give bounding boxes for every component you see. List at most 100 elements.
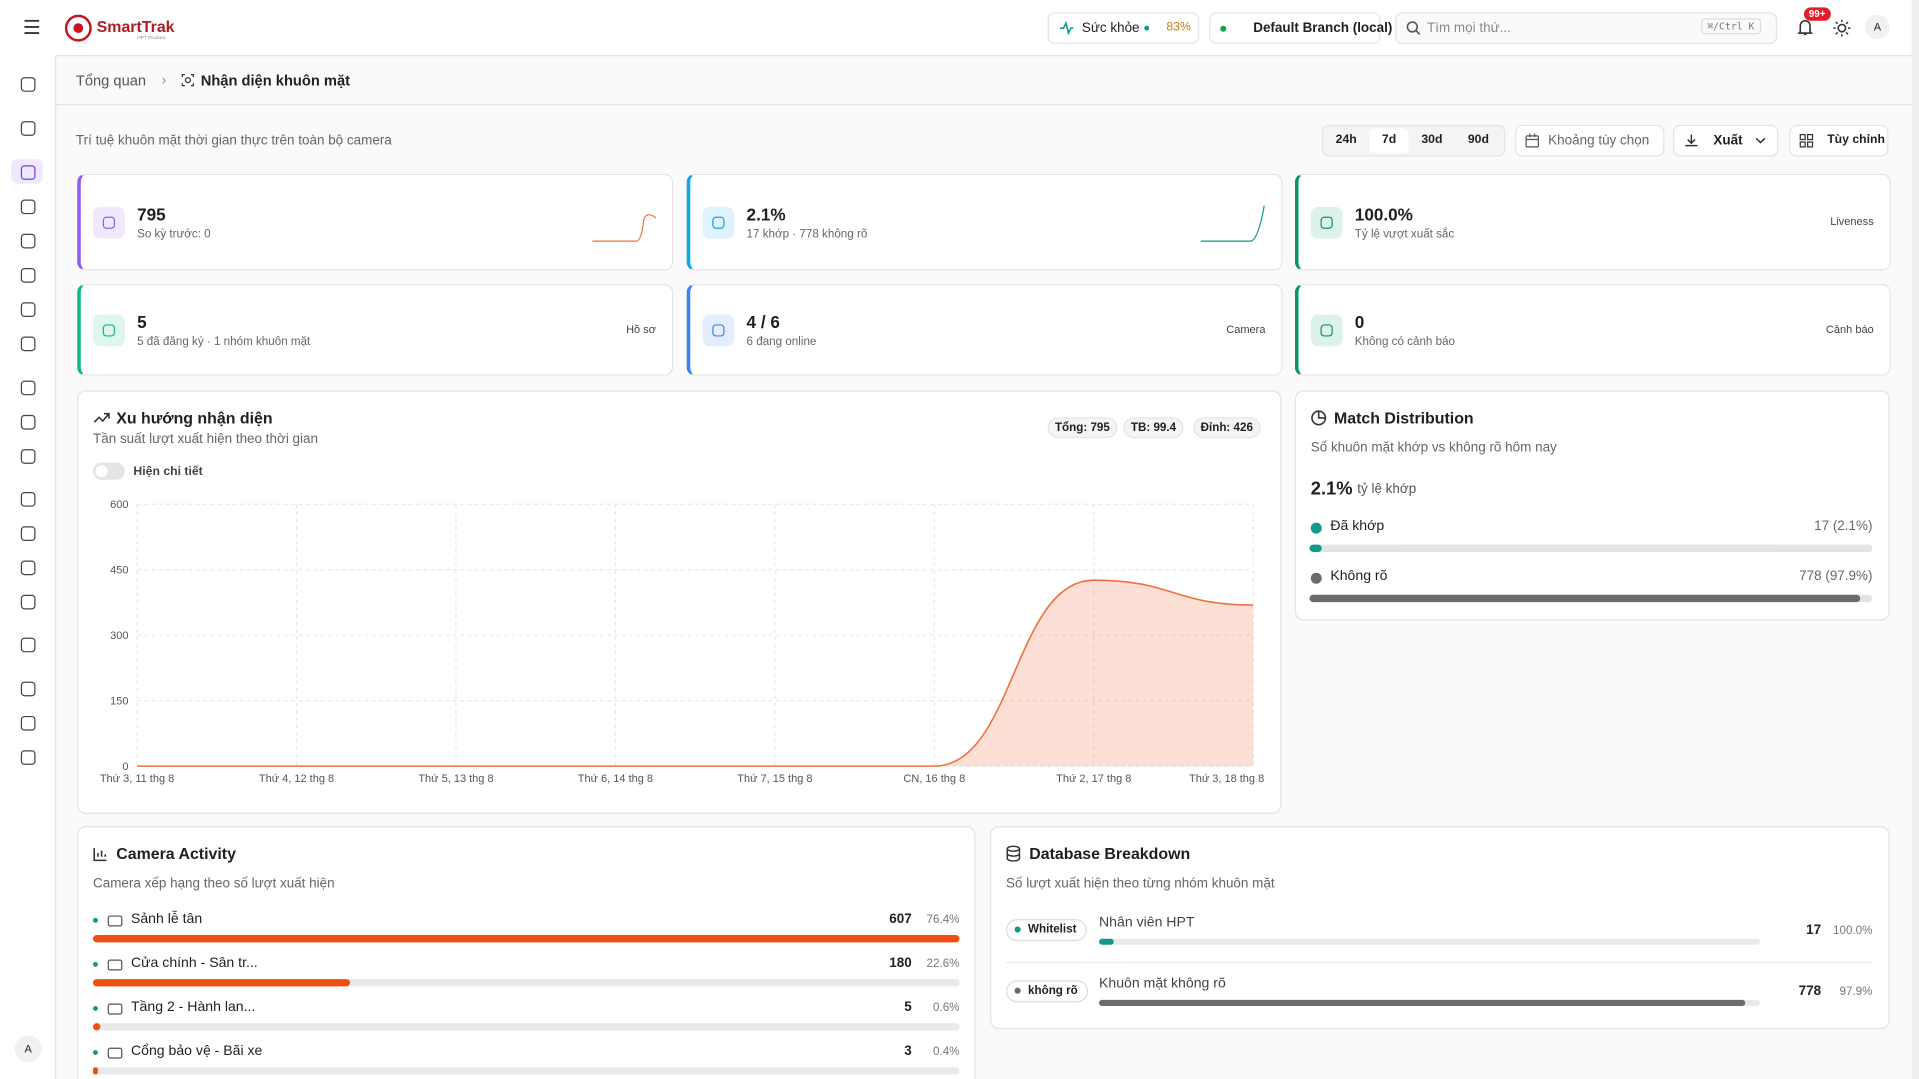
divider: [55, 104, 1919, 106]
x-tick-label: Thứ 5, 13 thg 8: [418, 773, 493, 785]
brand: SmartTrak: [96, 17, 175, 36]
nav-icon[interactable]: [20, 715, 36, 731]
sparklines: [592, 205, 1265, 242]
nav-icon[interactable]: [20, 380, 36, 396]
stat-sub: Không có cảnh báo: [1354, 334, 1456, 349]
sparkline: [592, 214, 657, 242]
avatar[interactable]: A: [1865, 14, 1890, 40]
nav-icon[interactable]: [20, 121, 36, 136]
x-tick-label: Thứ 4, 12 thg 8: [259, 773, 334, 785]
camera-icon: [107, 959, 123, 971]
trend-title: Xu hướng nhận diện: [116, 408, 273, 428]
trend-chart: 0 150 300 450 600 Thứ 3, 11 thg 8 Thứ 4, 12 th…: [100, 499, 1264, 785]
y-tick-label: 0: [122, 761, 128, 773]
status-dot: [1144, 25, 1150, 31]
y-tick-label: 300: [110, 630, 128, 642]
customize-button[interactable]: [1789, 124, 1889, 157]
stat-tag: Cảnh báo: [1825, 322, 1874, 335]
match-card: [1294, 390, 1890, 621]
bell-icon[interactable]: [1797, 18, 1814, 36]
stat-card: [686, 173, 1283, 271]
search-box[interactable]: [1395, 12, 1778, 45]
trend-badge: Đỉnh: 426: [1193, 417, 1261, 439]
nav-icon[interactable]: [20, 268, 36, 283]
trend-badge: TB: 99.4: [1123, 417, 1184, 439]
page-subtitle: Trí tuệ khuôn mặt thời gian thực trên to…: [75, 133, 392, 149]
legend-dot: [1310, 522, 1322, 534]
nav-icon[interactable]: [20, 336, 36, 352]
nav-icon[interactable]: [20, 750, 36, 765]
range-active: [1369, 128, 1409, 153]
x-tick-label: Thứ 3, 11 thg 8: [100, 773, 174, 785]
nav-icon[interactable]: [20, 302, 36, 317]
detail-toggle[interactable]: [93, 462, 125, 480]
customize-label: Tùy chỉnh: [1827, 133, 1886, 147]
nav-icon[interactable]: [20, 526, 36, 541]
stat-value: 100.0%: [1354, 203, 1413, 224]
match-rate-label: tỷ lệ khớp: [1357, 482, 1417, 497]
camera-name: Sảnh lễ tân: [130, 911, 203, 927]
range-option[interactable]: 24h: [1335, 133, 1357, 147]
stat-icon: [1310, 313, 1343, 346]
camera-name: Tầng 2 - Hành lan...: [130, 999, 256, 1015]
theme-toggle[interactable]: [1833, 19, 1851, 37]
match-subtitle: Số khuôn mặt khớp vs không rõ hôm nay: [1310, 440, 1557, 456]
progress-track: [1309, 544, 1873, 552]
camera-title: Camera Activity: [116, 844, 236, 863]
custom-range-button[interactable]: [1515, 124, 1665, 157]
calendar-icon: [1525, 133, 1539, 148]
notification-badge: 99+: [1803, 7, 1831, 21]
branch-pill[interactable]: [1209, 12, 1381, 45]
progress-bar: [1099, 938, 1114, 945]
branch: Default Branch (local): [1253, 20, 1393, 36]
progress-bar: [93, 1023, 101, 1031]
nav-icon[interactable]: [20, 199, 36, 215]
status-dot: [1220, 25, 1227, 32]
stat-sub: 5 đã đăng ký · 1 nhóm khuôn mặt: [137, 334, 311, 349]
trend-icon: [93, 412, 110, 423]
nav-icon[interactable]: [20, 233, 36, 249]
brand-sub: HPT Product: [137, 34, 166, 41]
x-tick-label: Thứ 2, 17 thg 8: [1056, 773, 1131, 785]
range-option[interactable]: 30d: [1421, 133, 1443, 147]
nav-icon[interactable]: [20, 449, 36, 464]
nav-icon[interactable]: [20, 637, 36, 653]
progress-bar: [93, 935, 960, 943]
rank-dot: [93, 917, 98, 923]
group-percent: 97.9%: [1839, 985, 1873, 999]
sidebar-avatar[interactable]: A: [14, 1035, 42, 1063]
progress-bar: [93, 979, 350, 987]
health-icon: [1059, 20, 1074, 36]
nav-icon[interactable]: [20, 681, 36, 697]
range-option[interactable]: 90d: [1467, 133, 1489, 147]
nav-icon[interactable]: [20, 560, 36, 576]
nav-icon[interactable]: [20, 594, 36, 610]
rank-dot: [93, 961, 98, 967]
export-button[interactable]: [1673, 124, 1779, 157]
area: [137, 580, 1254, 767]
stat-tag: Camera: [1226, 322, 1266, 335]
camera-subtitle: Camera xếp hạng theo số lượt xuất hiện: [93, 876, 335, 891]
y-tick-label: 450: [110, 564, 128, 576]
range-option[interactable]: 7d: [1381, 133, 1397, 147]
stat-icon-glyph: [102, 216, 116, 229]
group-name: Khuôn mặt không rõ: [1099, 976, 1226, 992]
nav-icon[interactable]: [20, 491, 36, 507]
nav-icon[interactable]: [20, 77, 36, 92]
camera-icon: [107, 915, 123, 927]
camera-count: 180: [889, 955, 912, 971]
nav-icon[interactable]: [20, 414, 36, 430]
group-percent: 100.0%: [1833, 924, 1873, 938]
sparkline: [1200, 205, 1265, 242]
camera-icon: [107, 1003, 123, 1015]
camera-card: [77, 826, 976, 1079]
stat-value: 4 / 6: [746, 311, 780, 332]
line: [137, 579, 1254, 767]
rank-dot: [93, 1006, 98, 1011]
stat-sub: 6 đang online: [746, 334, 817, 349]
nav-icon[interactable]: [20, 165, 36, 180]
group-tag: không rõ: [1006, 980, 1088, 1003]
breadcrumb-home[interactable]: Tổng quan: [75, 72, 147, 90]
menu-button[interactable]: [23, 19, 40, 35]
database-title: Database Breakdown: [1029, 844, 1191, 863]
